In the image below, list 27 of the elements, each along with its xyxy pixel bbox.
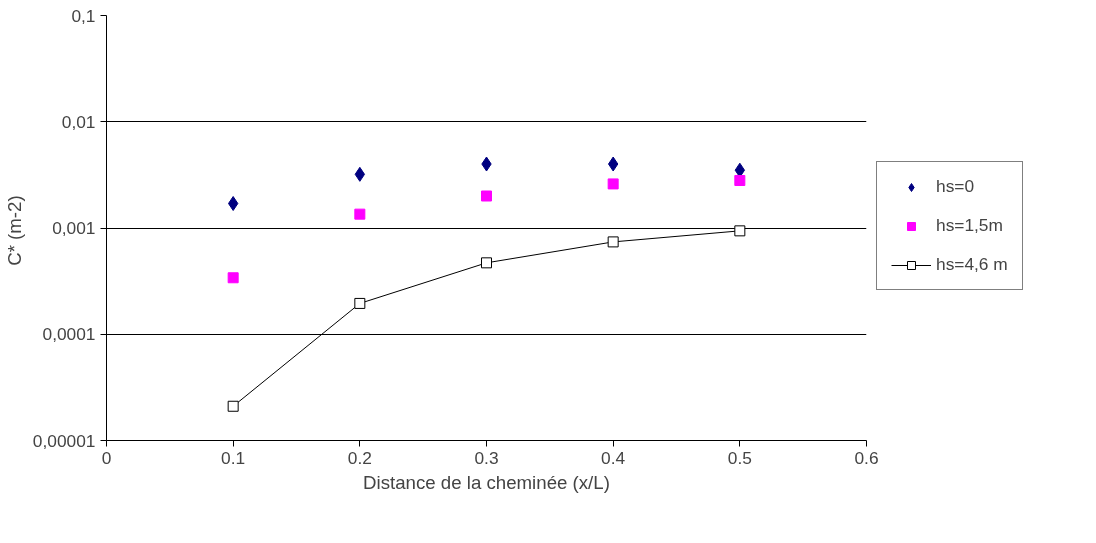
point <box>481 257 492 269</box>
y-tick-label: 0,001 <box>52 218 96 238</box>
x-tick-label: 0.5 <box>727 447 752 468</box>
x-tick-label: 0.6 <box>854 447 879 468</box>
point <box>227 272 239 284</box>
legend-label: hs=1,5m <box>936 215 1003 236</box>
y-tick-label: 0,0001 <box>42 324 96 345</box>
x-tick-label: 0.2 <box>347 447 372 468</box>
point <box>354 297 366 309</box>
point <box>607 178 619 190</box>
y-tick-label: 0,01 <box>61 111 96 132</box>
point <box>481 190 492 202</box>
legend-label: hs=4,6 m <box>936 254 1008 275</box>
x-tick-label: 0.4 <box>601 447 626 468</box>
point <box>607 236 619 248</box>
x-tick-label: 0.1 <box>221 447 246 468</box>
point <box>734 174 746 186</box>
x-tick-label: 0 <box>101 447 112 468</box>
x-axis-title: Distance de la cheminée (x/L) <box>363 471 610 493</box>
y-tick-label: 0,00001 <box>32 430 96 451</box>
point <box>227 400 239 412</box>
y-axis-title: C* (m-2) <box>3 195 25 266</box>
x-tick-label: 0.3 <box>474 447 499 468</box>
y-tick-label: 0,1 <box>71 5 96 26</box>
point <box>354 208 366 220</box>
point <box>734 225 746 237</box>
legend-label: hs=0 <box>936 176 975 197</box>
